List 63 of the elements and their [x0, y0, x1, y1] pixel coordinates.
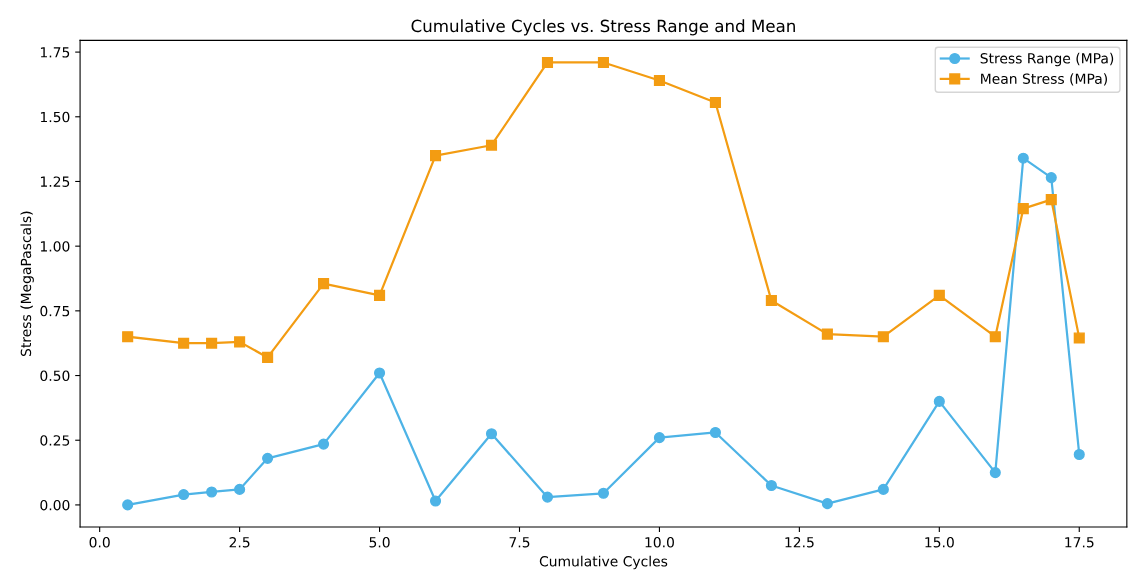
point: [541, 56, 554, 68]
point: [122, 499, 134, 511]
point: [1045, 194, 1057, 206]
x-tick-label: 17.5: [1065, 537, 1094, 548]
point: [485, 139, 498, 151]
point: [1045, 172, 1057, 184]
point: [541, 491, 554, 503]
point: [709, 96, 721, 109]
point: [373, 367, 386, 379]
point: [206, 337, 218, 349]
point: [1073, 332, 1085, 344]
point: [653, 432, 665, 444]
y-tick-label: 0.00: [40, 499, 70, 511]
point: [318, 278, 330, 290]
point: [373, 289, 386, 301]
point: [262, 452, 274, 464]
point: [429, 495, 442, 507]
x-tick-label: 7.5: [509, 537, 530, 548]
point: [821, 328, 833, 340]
x-tick-label: 0.0: [89, 537, 110, 548]
point: [1073, 448, 1085, 461]
legend-label: Mean Stress (MPa): [981, 73, 1107, 86]
point: [262, 351, 274, 363]
point: [1017, 152, 1029, 164]
legend-label: Stress Range (MPa): [980, 52, 1114, 67]
y-tick-label: 0.25: [40, 435, 70, 446]
point: [318, 438, 330, 450]
point: [765, 479, 777, 492]
point: [234, 483, 246, 495]
point: [989, 467, 1001, 479]
point: [597, 56, 610, 68]
x-tick-label: 15.0: [925, 537, 954, 548]
y-tick-label: 1.25: [40, 176, 70, 187]
y-tick-label: 1.75: [40, 47, 70, 58]
chart-title: Cumulative Cycles vs. Stress Range and Mean: [411, 19, 795, 36]
y-tick-label: 0.50: [40, 370, 70, 382]
point: [653, 75, 665, 87]
point: [989, 331, 1001, 343]
x-axis-title: Cumulative Cycles: [539, 555, 668, 570]
point: [1017, 203, 1029, 215]
point: [765, 294, 777, 307]
point: [597, 487, 610, 499]
x-tick-label: 12.5: [785, 537, 814, 548]
x-tick-label: 10.0: [645, 537, 674, 548]
point: [206, 486, 218, 498]
y-tick-label: 0.75: [40, 305, 70, 317]
y-tick-label: 1.00: [40, 241, 70, 252]
point: [485, 428, 498, 440]
point: [178, 489, 190, 501]
point: [122, 331, 134, 343]
x-tick-label: 5.0: [369, 537, 390, 548]
point: [877, 483, 889, 495]
point: [933, 395, 945, 407]
point: [709, 426, 721, 439]
point: [821, 498, 833, 510]
point: [933, 289, 945, 301]
point: [234, 336, 246, 348]
point: [429, 150, 442, 162]
y-axis-title: Stress (MegaPascals): [20, 211, 34, 357]
point: [178, 337, 190, 349]
y-tick-label: 1.50: [40, 111, 70, 123]
point: [877, 331, 889, 343]
x-tick-label: 2.5: [229, 537, 250, 548]
